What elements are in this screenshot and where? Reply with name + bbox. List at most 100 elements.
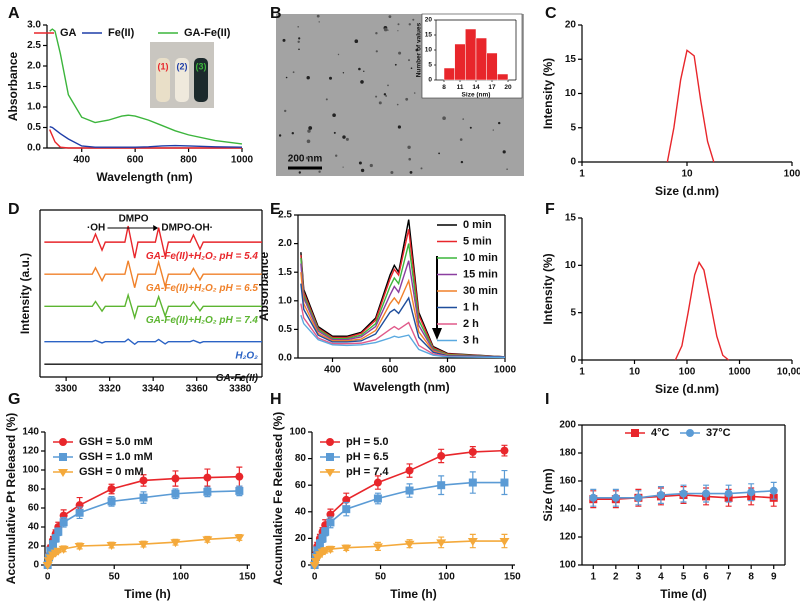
particle — [298, 171, 301, 174]
particle — [358, 67, 361, 71]
marker — [747, 488, 756, 497]
x-tick-label: 3320 — [99, 384, 122, 395]
annotation: ·OH — [87, 223, 105, 234]
x-tick-label: 50 — [375, 572, 387, 583]
panel-label: I — [545, 391, 549, 408]
y-tick-label: 20 — [425, 17, 433, 24]
marker — [405, 486, 414, 495]
y-tick-label: 15 — [565, 213, 577, 224]
marker — [404, 540, 415, 549]
marker — [436, 539, 447, 548]
marker — [203, 487, 212, 496]
particle — [385, 95, 387, 97]
x-tick-label: 1 — [579, 169, 585, 180]
x-tick-label: 600 — [382, 365, 399, 376]
particle — [502, 150, 506, 154]
marker — [468, 447, 477, 456]
marker — [318, 534, 327, 543]
x-tick-label: 1000 — [728, 367, 751, 378]
marker — [373, 478, 382, 487]
y-tick-label: 2.0 — [278, 238, 292, 249]
legend-label: 3 h — [463, 334, 479, 346]
marker — [58, 469, 68, 477]
x-tick-label: 1 — [579, 367, 585, 378]
y-tick-label: 80 — [28, 484, 40, 495]
legend-label: GA — [60, 27, 77, 39]
particle — [410, 67, 413, 69]
y-tick-label: 2.0 — [27, 61, 41, 72]
x-tick-label: 800 — [180, 155, 197, 166]
marker — [106, 542, 117, 551]
marker — [326, 438, 334, 446]
legend-label: pH = 5.0 — [346, 436, 389, 448]
particle — [369, 163, 373, 168]
particle — [306, 139, 311, 144]
legend-label: 2 h — [463, 318, 479, 330]
y-tick-label: 0 — [300, 560, 306, 571]
particle — [332, 113, 336, 117]
x-tick-label: 17 — [488, 84, 496, 91]
series-line — [44, 259, 262, 290]
particle — [408, 59, 410, 62]
particle — [354, 39, 359, 43]
y-tick-label: 15 — [425, 32, 433, 39]
marker — [500, 446, 509, 455]
y-tick-label: 0 — [570, 157, 576, 168]
legend-label: 30 min — [463, 285, 498, 297]
y-tick-label: 10 — [425, 47, 433, 54]
series-line — [49, 126, 243, 148]
x-tick-label: 150 — [239, 572, 256, 583]
marker — [372, 543, 383, 552]
marker — [46, 546, 55, 555]
x-axis-label: Wavelength (nm) — [353, 380, 449, 394]
marker — [171, 489, 180, 498]
marker — [235, 486, 244, 495]
marker — [702, 489, 711, 498]
x-tick-label: 14 — [472, 84, 480, 91]
x-tick-label: 11 — [457, 84, 464, 91]
particle — [360, 168, 365, 173]
legend-label: 15 min — [463, 268, 498, 280]
particle — [305, 156, 309, 160]
y-tick-label: 0 — [33, 560, 39, 571]
x-tick-label: 100 — [438, 572, 455, 583]
particle — [342, 135, 346, 139]
particle — [285, 76, 288, 79]
x-tick-label: 1 — [590, 572, 596, 583]
marker — [321, 527, 330, 536]
y-tick-label: 180 — [559, 448, 576, 459]
x-tick-label: 400 — [324, 365, 341, 376]
marker — [341, 544, 352, 553]
marker — [499, 538, 510, 547]
particle — [278, 134, 282, 137]
marker — [59, 518, 68, 527]
y-tick-label: 120 — [22, 446, 39, 457]
particle — [342, 166, 344, 168]
x-tick-label: 1000 — [494, 365, 517, 376]
vial-label: (3) — [196, 61, 207, 71]
panel-label: C — [545, 5, 557, 22]
panel-label: F — [545, 201, 555, 218]
marker — [611, 493, 620, 502]
particle — [388, 15, 392, 18]
particle — [307, 129, 311, 133]
y-tick-label: 2.5 — [27, 40, 41, 51]
particle — [408, 23, 411, 26]
x-axis-label: Wavelength (nm) — [96, 170, 192, 184]
y-tick-label: 100 — [22, 465, 39, 476]
y-axis-label: Number of values — [416, 22, 423, 77]
particle — [396, 103, 399, 106]
series-line — [300, 229, 506, 358]
x-axis-label: Size (d.nm) — [655, 184, 719, 198]
y-tick-label: 0.5 — [27, 122, 41, 133]
panel-label: B — [270, 5, 282, 22]
legend-label: pH = 6.5 — [346, 451, 389, 463]
panel-label: E — [270, 201, 281, 218]
decrease-arrow — [432, 256, 442, 340]
x-tick-label: 8 — [442, 84, 446, 91]
particle — [363, 70, 365, 73]
annotation-arrow-head — [153, 225, 159, 231]
y-tick-label: 100 — [289, 427, 306, 438]
marker — [51, 534, 60, 543]
